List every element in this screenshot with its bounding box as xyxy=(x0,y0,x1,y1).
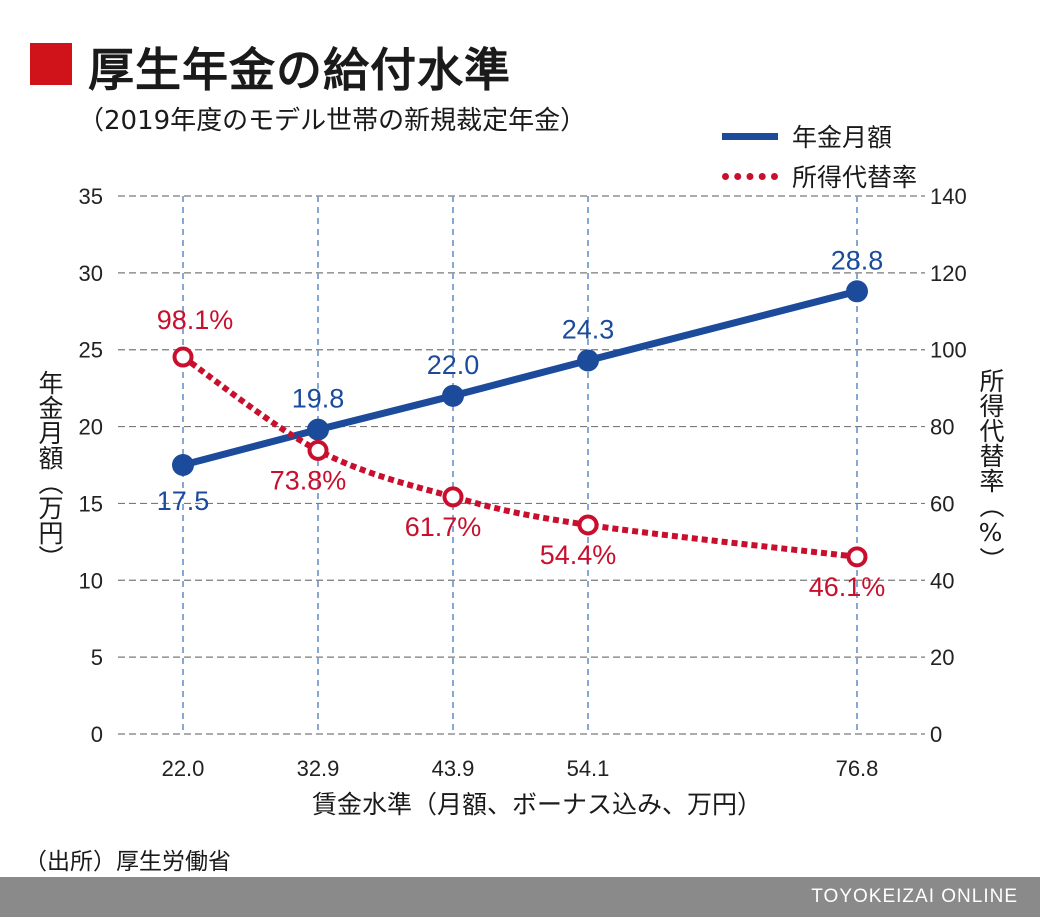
point-pension xyxy=(442,384,464,407)
y-tick-right: 40 xyxy=(930,568,954,593)
point-replacement-rate xyxy=(442,486,464,508)
data-label-replacement-rate: 46.1% xyxy=(809,572,886,602)
legend-label-pension: 年金月額 xyxy=(792,123,893,152)
point-replacement-rate xyxy=(577,514,599,536)
chart-subtitle: （2019年度のモデル世帯の新規裁定年金） xyxy=(78,106,587,136)
x-tick-label: 22.0 xyxy=(162,756,205,781)
data-label-replacement-rate: 98.1% xyxy=(157,305,234,335)
point-replacement-rate xyxy=(846,546,868,568)
data-label-replacement-rate: 61.7% xyxy=(405,512,482,542)
point-pension xyxy=(172,454,194,476)
legend-label-replacement-rate: 所得代替率 xyxy=(792,163,918,192)
y-tick-left: 5 xyxy=(91,645,103,670)
y-tick-left: 35 xyxy=(79,184,103,209)
point-pension xyxy=(846,280,868,303)
y-tick-left: 0 xyxy=(91,722,103,747)
point-pension xyxy=(577,349,599,372)
footer-brand: TOYOKEIZAI ONLINE xyxy=(811,886,1018,907)
y-axis-label-right: 所得代替率（%） xyxy=(976,368,1005,572)
y-tick-left: 10 xyxy=(79,568,103,593)
y-tick-left: 25 xyxy=(79,338,103,363)
data-label-replacement-rate: 73.8% xyxy=(270,465,347,495)
x-tick-label: 43.9 xyxy=(432,756,475,781)
data-label-replacement-rate: 54.4% xyxy=(540,540,617,570)
series-line-pension xyxy=(182,287,858,469)
x-tick-label: 32.9 xyxy=(297,756,340,781)
y-tick-right: 140 xyxy=(930,184,967,209)
y-tick-right: 20 xyxy=(930,645,954,670)
chart-title: 厚生年金の給付水準 xyxy=(88,43,511,97)
x-axis-label: 賃金水準（月額、ボーナス込み、万円） xyxy=(312,790,763,819)
point-replacement-rate xyxy=(172,346,194,368)
y-tick-left: 15 xyxy=(79,491,103,516)
y-tick-left: 20 xyxy=(79,415,103,440)
legend-swatch-pension xyxy=(722,133,778,140)
footer-bar: TOYOKEIZAI ONLINE xyxy=(0,877,1040,917)
x-tick-label: 76.8 xyxy=(836,756,879,781)
x-tick-label: 54.1 xyxy=(567,756,610,781)
source-note: （出所）厚生労働省 xyxy=(24,849,231,875)
data-label-pension: 24.3 xyxy=(562,314,615,344)
point-pension xyxy=(307,418,329,441)
y-tick-right: 120 xyxy=(930,261,967,286)
legend-swatch-replacement-rate xyxy=(722,173,778,180)
legend: 年金月額 所得代替率 xyxy=(722,118,1022,198)
data-label-pension: 19.8 xyxy=(292,384,345,414)
y-tick-right: 0 xyxy=(930,722,942,747)
point-replacement-rate xyxy=(307,439,329,461)
y-axis-label-left: 年金月額（万円） xyxy=(35,370,64,570)
y-tick-right: 60 xyxy=(930,491,954,516)
data-label-pension: 22.0 xyxy=(427,350,480,380)
y-tick-right: 80 xyxy=(930,415,954,440)
y-tick-left: 30 xyxy=(79,261,103,286)
data-label-pension: 17.5 xyxy=(157,486,210,516)
y-tick-right: 100 xyxy=(930,338,967,363)
data-label-pension: 28.8 xyxy=(831,245,884,275)
title-marker-square xyxy=(30,43,72,85)
series-line-replacement-rate xyxy=(181,354,858,560)
